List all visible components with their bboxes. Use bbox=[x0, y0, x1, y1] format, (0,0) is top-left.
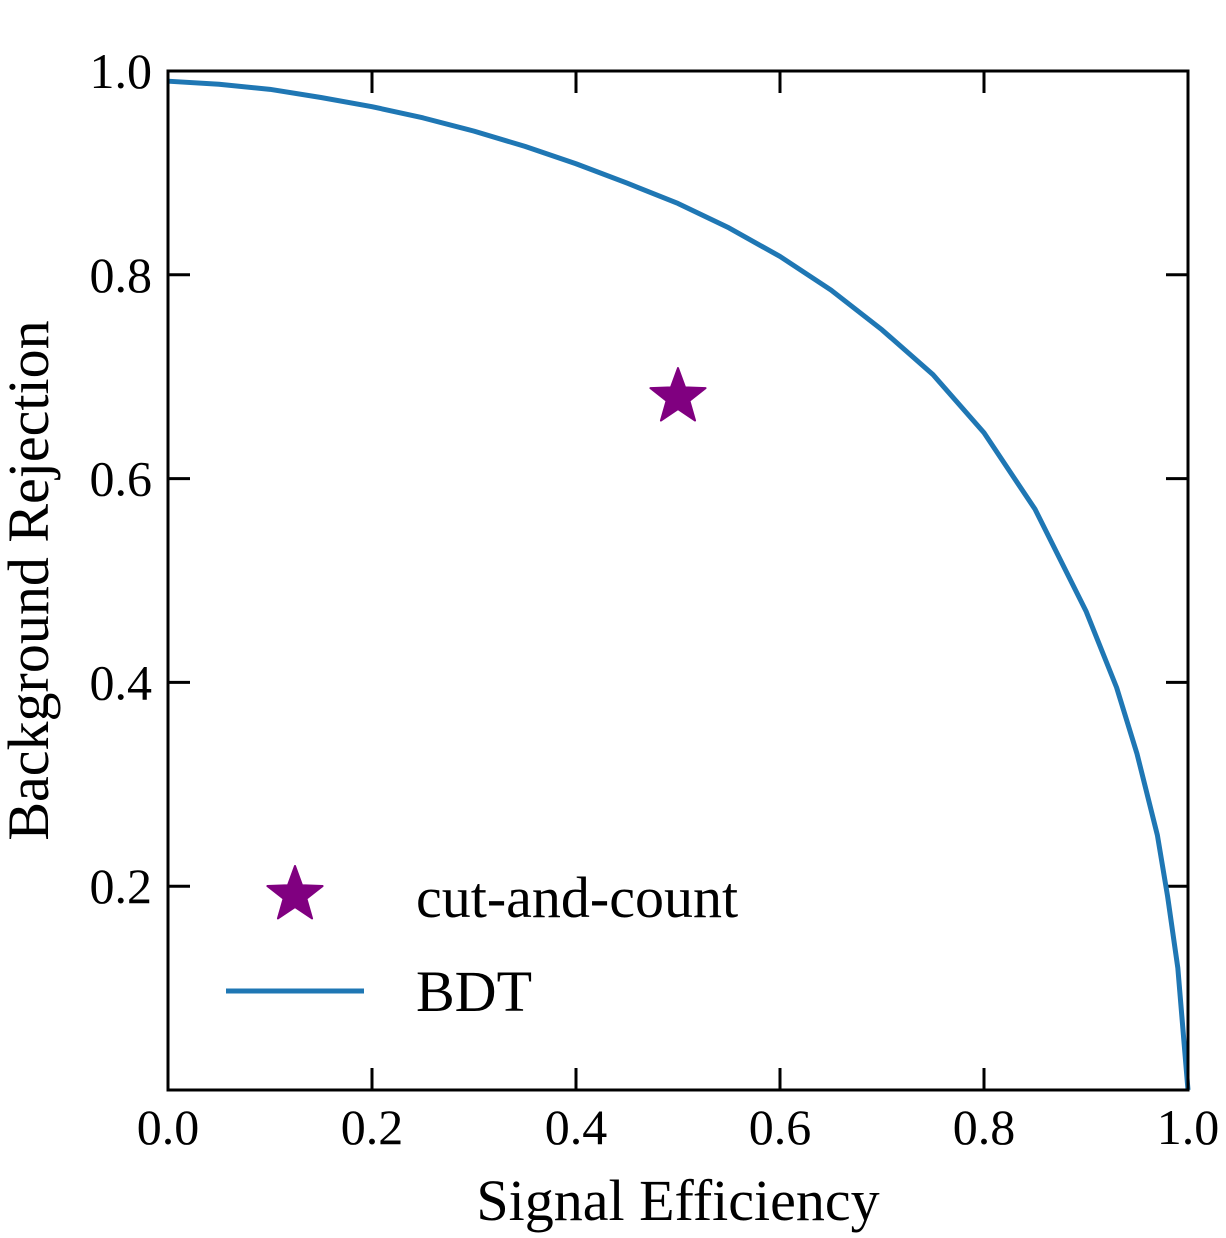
y-tick-label: 0.8 bbox=[90, 247, 153, 303]
legend-label: cut-and-count bbox=[416, 865, 738, 930]
x-tick-label: 1.0 bbox=[1157, 1099, 1220, 1155]
x-tick-label: 0.8 bbox=[953, 1099, 1016, 1155]
legend-label: BDT bbox=[416, 959, 532, 1024]
bdt-roc-curve bbox=[167, 78, 1191, 1091]
x-tick-label: 0.0 bbox=[137, 1099, 200, 1155]
legend-star-marker bbox=[266, 865, 324, 920]
y-tick-label: 0.4 bbox=[90, 654, 153, 710]
x-tick-label: 0.2 bbox=[341, 1099, 404, 1155]
y-tick-label: 0.6 bbox=[90, 451, 153, 507]
legend: cut-and-count BDT bbox=[226, 865, 738, 1024]
x-tick-label: 0.4 bbox=[545, 1099, 608, 1155]
y-axis-title: Background Rejection bbox=[0, 320, 61, 840]
axis-ticks bbox=[166, 69, 1190, 1090]
plot-frame bbox=[166, 69, 1190, 1092]
plot-series bbox=[167, 78, 1191, 1091]
y-tick-label: 1.0 bbox=[90, 43, 153, 99]
cut-and-count-point bbox=[649, 367, 707, 422]
x-tick-label: 0.6 bbox=[749, 1099, 812, 1155]
y-tick-label: 0.2 bbox=[90, 858, 153, 914]
x-axis-title: Signal Efficiency bbox=[476, 1168, 879, 1233]
axis-tick-labels: 0.0 0.2 0.4 0.6 0.8 1.0 0.2 0.4 0.6 0.8 1.0 bbox=[90, 43, 1220, 1155]
